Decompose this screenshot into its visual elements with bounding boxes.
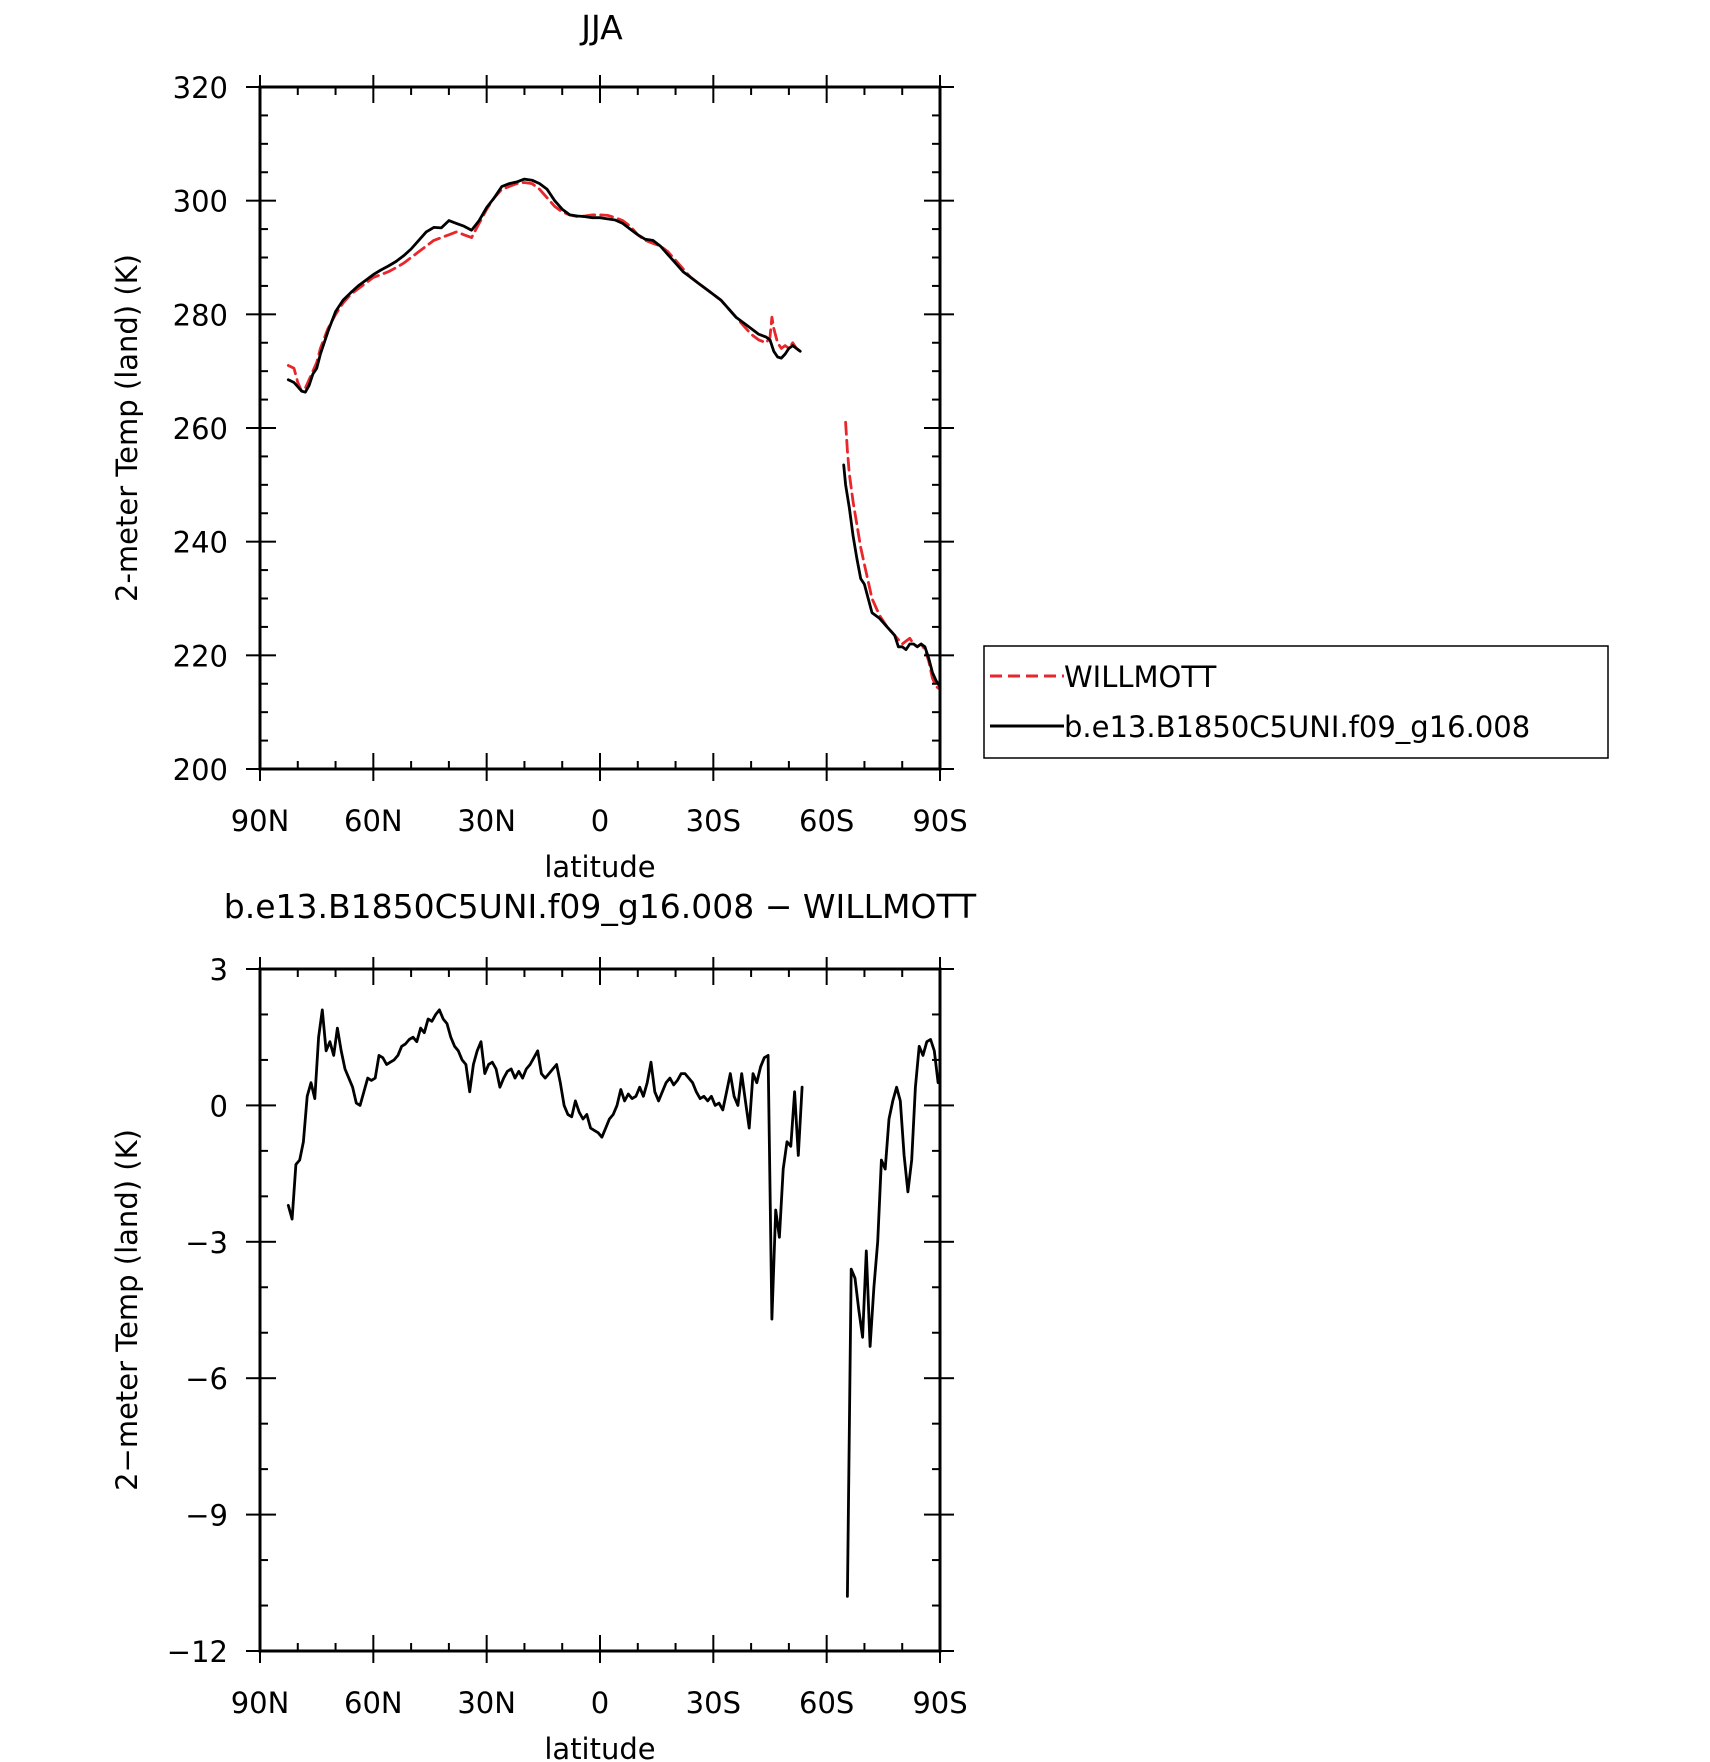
legend-box [983,645,1609,759]
bottom-panel-x-tick-labels: 90N 60N 30N 0 30S 60S 90S [231,1686,968,1720]
bottom-panel-y-tick-labels: 3 0 −3 −6 −9 −12 [167,953,228,1669]
bottom-panel-series-lines [286,1008,940,1598]
x-tick-label: 0 [591,1686,609,1720]
bottom-panel-frame [258,967,942,1653]
y-tick-label: 260 [173,412,228,446]
x-tick-label: 60S [799,1686,854,1720]
bottom-panel-title: b.e13.B1850C5UNI.f09_g16.008 − WILLMOTT [224,887,977,926]
x-tick-label: 90S [912,1686,967,1720]
y-tick-label: 320 [173,71,228,105]
x-tick-label: 90N [231,1686,290,1720]
top-panel-series-1-segment-0 [286,177,802,394]
legend-label-model: b.e13.B1850C5UNI.f09_g16.008 [1064,710,1530,744]
y-tick-label: 220 [173,639,228,673]
bottom-panel-x-axis-title: latitude [544,1732,655,1762]
x-tick-label: 30S [686,1686,741,1720]
x-tick-label: 30N [457,1686,516,1720]
bottom-panel-series-0-segment-0 [286,1008,804,1321]
y-tick-label: −6 [185,1362,228,1396]
x-tick-label: 30S [686,804,741,838]
x-tick-label: 60N [344,804,403,838]
y-tick-label: −3 [185,1226,228,1260]
top-panel-title: JJA [579,8,623,47]
y-tick-label: 300 [173,185,228,219]
y-tick-label: 240 [173,526,228,560]
bottom-panel-ticks [246,957,954,1663]
top-panel-ticks [246,75,954,781]
bottom-panel: b.e13.B1850C5UNI.f09_g16.008 − WILLMOTT … [110,887,977,1762]
top-panel-series-lines [286,177,942,691]
top-panel-frame [258,85,942,771]
x-tick-label: 60N [344,1686,403,1720]
x-tick-label: 90S [912,804,967,838]
y-tick-label: 200 [173,753,228,787]
x-tick-label: 30N [457,804,516,838]
bottom-panel-y-axis-title: 2−meter Temp (land) (K) [110,1129,144,1491]
y-tick-label: 280 [173,298,228,332]
top-panel-series-0-segment-0 [286,181,802,393]
top-panel-series-1-segment-1 [842,463,942,688]
x-tick-label: 0 [591,804,609,838]
legend: WILLMOTT b.e13.B1850C5UNI.f09_g16.008 [983,645,1609,759]
y-tick-label: 3 [210,953,228,987]
top-panel: JJA 90N 60N 30N 0 30S 60S 90S 320 300 280 260 240 2… [110,8,968,884]
top-panel-y-axis-title: 2-meter Temp (land) (K) [110,254,144,602]
x-tick-label: 90N [231,804,290,838]
top-panel-x-axis-title: latitude [544,850,655,884]
y-tick-label: −9 [185,1499,228,1533]
y-tick-label: 0 [210,1089,228,1123]
top-panel-y-tick-labels: 320 300 280 260 240 220 200 [173,71,228,787]
bottom-panel-series-0-segment-1 [846,1038,940,1598]
top-panel-x-tick-labels: 90N 60N 30N 0 30S 60S 90S [231,804,968,838]
x-tick-label: 60S [799,804,854,838]
y-tick-label: −12 [167,1635,228,1669]
legend-label-willmott: WILLMOTT [1064,660,1217,694]
